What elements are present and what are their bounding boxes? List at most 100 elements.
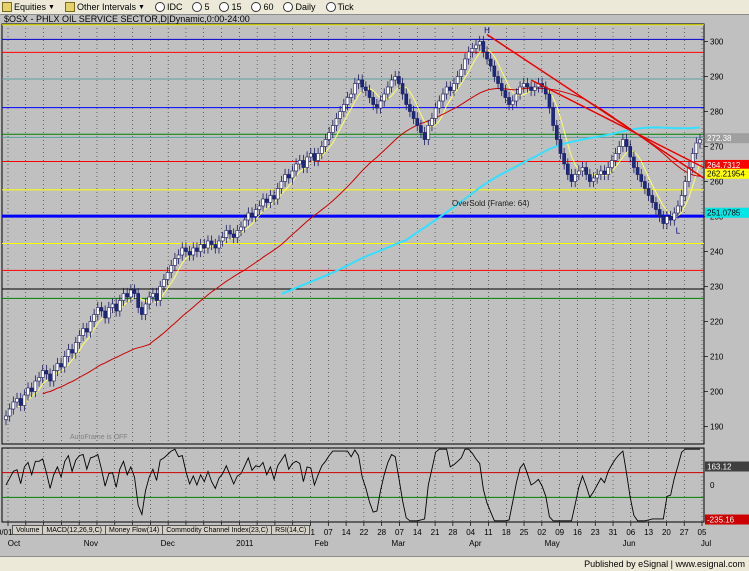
tab-macd[interactable]: MACD(12,26,9,C): [42, 525, 106, 535]
candle-body: [147, 296, 152, 305]
candle-body: [356, 79, 361, 84]
candle-body: [698, 139, 702, 144]
x-tick-label: 28: [377, 528, 386, 537]
candle-body: [437, 100, 442, 109]
candle-body: [242, 219, 247, 228]
candle-body: [632, 156, 636, 168]
candle-body: [624, 139, 629, 147]
interval-60-button[interactable]: 60: [249, 1, 275, 13]
candle-body: [448, 86, 453, 91]
candle-body: [529, 86, 533, 91]
y-tick-label: 200: [710, 388, 724, 397]
interval-tick-button[interactable]: Tick: [324, 1, 356, 13]
candle-body: [195, 247, 199, 252]
candle-body: [162, 279, 166, 287]
candle-body: [110, 303, 115, 308]
candle-body: [375, 104, 379, 109]
candle-body: [364, 86, 368, 91]
candle-body: [661, 216, 666, 224]
x-tick-label: 02: [537, 528, 546, 537]
candle-body: [283, 174, 287, 182]
candle-body: [617, 146, 622, 154]
candle-body: [264, 198, 269, 203]
candle-body: [228, 230, 232, 235]
price-label-box: [705, 133, 749, 144]
candle-body: [206, 240, 210, 249]
candle-body: [521, 83, 526, 88]
price-label-box: [705, 168, 749, 179]
candle-body: [690, 153, 695, 168]
candle-body: [426, 125, 431, 140]
candle-body: [610, 160, 614, 168]
candle-body: [525, 83, 530, 88]
candle-body: [40, 370, 45, 378]
candle-body: [419, 125, 423, 133]
candle-body: [70, 349, 74, 354]
candle-body: [121, 293, 126, 301]
radio-icon: [325, 2, 336, 12]
x-tick-label: 14: [413, 528, 422, 537]
y-tick-label: 270: [710, 143, 724, 152]
month-label: Oct: [8, 539, 21, 548]
downtrend-line: [486, 33, 705, 179]
price-chart[interactable]: 10/01/1011182501081522290613202703101824…: [0, 14, 749, 556]
candle-body: [84, 328, 89, 333]
other-intervals-button[interactable]: Other Intervals ▼: [63, 1, 147, 13]
candle-body: [4, 415, 8, 420]
candle-body: [184, 247, 188, 252]
x-tick-label: 06: [626, 528, 635, 537]
tab-money-flow[interactable]: Money Flow(14): [105, 525, 164, 535]
candle-body: [474, 44, 478, 49]
x-tick-label: 18: [502, 528, 511, 537]
candle-body: [430, 118, 434, 126]
candle-body: [154, 293, 159, 301]
tab-cci[interactable]: Commodity Channel Index(23,C): [162, 525, 273, 535]
x-tick-label: 05: [698, 528, 707, 537]
candle-body: [455, 76, 460, 84]
price-label: 262.21954: [707, 170, 745, 179]
equities-button[interactable]: Equities ▼: [0, 1, 57, 13]
indicator-price-label: 163.12: [707, 463, 732, 472]
candle-body: [558, 139, 563, 154]
candle-body: [331, 125, 335, 133]
candle-body: [66, 349, 71, 357]
candle-body: [599, 170, 603, 175]
candle-body: [165, 272, 170, 280]
candle-body: [11, 401, 16, 410]
candle-body: [676, 205, 680, 214]
idc-button[interactable]: IDC: [153, 1, 185, 13]
chart-annotation: H: [484, 26, 490, 35]
candle-body: [59, 363, 63, 368]
y-tick-label: 240: [710, 248, 724, 257]
candle-body: [143, 303, 148, 315]
y-tick-label: 300: [710, 38, 724, 47]
candle-body: [261, 198, 265, 207]
interval-5-button[interactable]: 5: [190, 1, 211, 13]
folder-icon: [64, 2, 75, 12]
tab-rsi[interactable]: RSI(14,C): [271, 525, 311, 535]
candle-body: [191, 247, 196, 256]
candle-body: [510, 100, 515, 105]
candle-body: [220, 237, 225, 242]
radio-icon: [219, 2, 230, 12]
month-label: May: [545, 539, 560, 548]
y-tick-label: 210: [710, 353, 724, 362]
x-tick-label: 07: [395, 528, 404, 537]
candle-body: [286, 174, 291, 179]
candle-body: [334, 118, 339, 126]
candle-body: [37, 377, 41, 382]
interval-15-button[interactable]: 15: [217, 1, 243, 13]
candle-body: [345, 97, 350, 105]
candle-body: [404, 93, 409, 105]
interval-daily-button[interactable]: Daily: [281, 1, 317, 13]
candle-body: [107, 307, 111, 319]
candle-body: [176, 254, 181, 259]
indicator-label-box: [705, 461, 749, 472]
candle-body: [694, 142, 699, 154]
candle-body: [92, 314, 96, 322]
candle-body: [514, 93, 519, 102]
candle-body: [73, 342, 78, 354]
candle-body: [51, 370, 56, 382]
candle-body: [327, 132, 331, 140]
tab-volume[interactable]: Volume: [12, 525, 44, 535]
